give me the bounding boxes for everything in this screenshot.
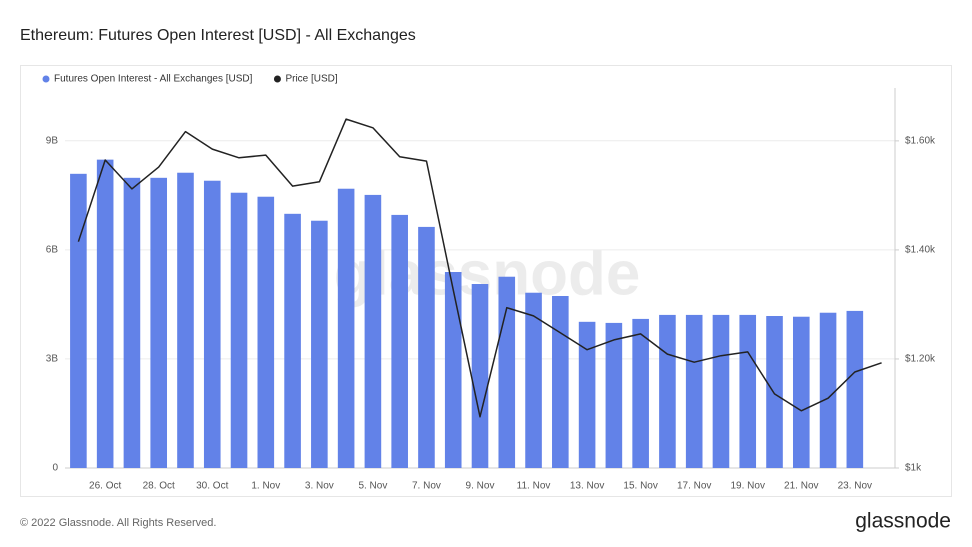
x-tick-label: 3. Nov — [305, 481, 334, 492]
bar — [712, 314, 730, 468]
y2-tick-label: $1.60k — [905, 136, 936, 147]
bar — [337, 188, 355, 468]
x-tick-label: 23. Nov — [838, 481, 872, 492]
bar — [96, 159, 114, 469]
bar — [230, 192, 248, 468]
x-tick-label: 11. Nov — [517, 481, 551, 492]
bar — [311, 220, 328, 468]
y2-tick-label: $1k — [905, 463, 922, 474]
bar — [177, 172, 194, 468]
bar — [552, 296, 569, 468]
bar — [70, 173, 87, 468]
bar — [792, 316, 810, 468]
y-tick-label: 3B — [46, 354, 59, 365]
x-tick-label: 5. Nov — [358, 481, 387, 492]
bar — [418, 226, 435, 468]
y-tick-label: 9B — [46, 135, 59, 146]
x-tick-label: 21. Nov — [784, 481, 818, 492]
bar — [659, 314, 676, 468]
bar — [284, 213, 301, 468]
bar — [391, 214, 408, 468]
legend-marker — [42, 75, 50, 83]
x-tick-label: 26. Oct — [89, 481, 121, 492]
bar — [150, 177, 168, 468]
x-tick-label: 1. Nov — [251, 481, 280, 492]
footer: © 2022 Glassnode. All Rights Reserved. — [20, 517, 216, 529]
bar — [498, 276, 516, 468]
x-tick-label: 19. Nov — [731, 481, 765, 492]
bar — [766, 316, 783, 468]
x-tick-label: 30. Oct — [196, 481, 228, 492]
bar — [739, 314, 757, 468]
bar — [846, 310, 864, 468]
y-tick-label: 6B — [46, 244, 59, 255]
legend-label: Price [USD] — [285, 74, 337, 85]
x-tick-label: 28. Oct — [143, 481, 175, 492]
x-tick-label: 17. Nov — [677, 481, 711, 492]
x-tick-label: 7. Nov — [412, 481, 441, 492]
bar — [525, 292, 542, 468]
bar — [471, 284, 489, 468]
x-tick-label: 9. Nov — [466, 481, 495, 492]
bar — [605, 322, 623, 468]
logo: glassnode — [855, 510, 951, 533]
bar — [203, 180, 221, 468]
y-tick-label: 0 — [52, 463, 58, 474]
x-tick-label: 13. Nov — [570, 481, 604, 492]
legend-label: Futures Open Interest - All Exchanges [U… — [54, 74, 253, 85]
bar — [444, 272, 462, 468]
bar — [819, 312, 837, 468]
x-tick-label: 15. Nov — [623, 481, 657, 492]
bar — [578, 321, 596, 468]
chart-title: Ethereum: Futures Open Interest [USD] - … — [20, 27, 416, 44]
price-line — [77, 118, 882, 418]
legend-marker — [273, 75, 281, 83]
bar — [685, 314, 703, 468]
bar — [123, 177, 141, 468]
bar — [257, 196, 275, 468]
bar — [632, 318, 649, 468]
chart-frame — [20, 65, 952, 497]
y2-tick-label: $1.20k — [905, 354, 936, 365]
y2-tick-label: $1.40k — [905, 245, 936, 256]
bar — [364, 194, 382, 468]
